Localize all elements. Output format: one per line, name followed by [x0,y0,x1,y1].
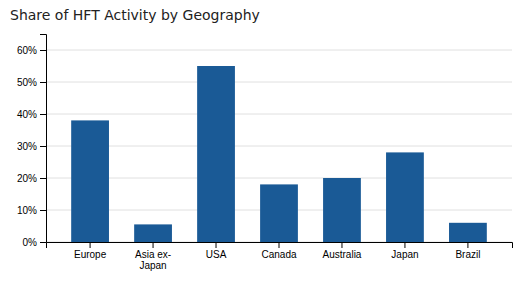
x-tick-label-line: Europe [74,249,107,260]
y-tick-label: 10% [17,205,37,216]
y-tick: 50% [17,77,46,88]
bar [134,224,172,242]
y-tick: 20% [17,173,46,184]
y-tick: 10% [17,205,46,216]
x-tick-label-line: Australia [323,249,362,260]
x-tick-label: Brazil [455,249,480,260]
x-tick: Japan [391,242,418,260]
y-tick-mark [40,82,46,83]
x-tick: Europe [74,242,107,260]
title: Share of HFT Activity by Geography [10,7,260,23]
x-tick-label: Europe [74,249,107,260]
y-tick-mark [40,50,46,51]
bar [260,184,298,242]
y-tick-mark [40,146,46,147]
x-tick-label-line: Japan [391,249,418,260]
bar [197,66,235,242]
grid-line [46,146,512,147]
x-tick: Asia ex-Japan [135,242,171,271]
bar [71,120,109,242]
y-tick: 40% [17,109,46,120]
y-tick-label: 60% [17,45,37,56]
y-tick-label: 30% [17,141,37,152]
y-tick-mark [40,178,46,179]
y-tick-label: 20% [17,173,37,184]
x-tick-mark [279,242,280,248]
y-tick-label: 40% [17,109,37,120]
y-tick: 0% [23,237,46,248]
x-tick-mark [90,242,91,248]
y-axis: 0% 10% 20% 30% 40% 50% 60% [17,35,47,248]
bar [449,223,487,242]
bars [71,66,487,242]
y-tick-label: 50% [17,77,37,88]
bar [323,178,361,242]
x-tick: Brazil [455,242,480,260]
y-tick-mark [40,242,46,243]
x-tick-label: Canada [261,249,296,260]
y-axis-line [40,35,47,243]
bar [386,152,424,242]
y-tick-label: 0% [23,237,38,248]
x-tick-mark [216,242,217,248]
y-tick-mark [40,114,46,115]
x-tick-label-line: Brazil [455,249,480,260]
y-tick: 60% [17,45,46,56]
x-tick: Canada [261,242,296,260]
chart: Share of HFT Activity by Geography 0% 10% 2… [0,0,526,286]
x-tick: Australia [323,242,362,260]
grid [46,50,512,242]
x-tick-label-line: Canada [261,249,296,260]
x-tick-label-line: Japan [139,260,166,271]
grid-line [46,82,512,83]
x-tick-mark [404,242,405,248]
x-axis: EuropeAsia ex-JapanUSACanadaAustraliaJap… [47,242,513,271]
x-tick-label: Asia ex-Japan [135,249,171,271]
x-tick-label-line: USA [206,249,227,260]
grid-line [46,178,512,179]
x-tick-label: Australia [323,249,362,260]
y-tick-mark [40,210,46,211]
x-tick-mark [153,242,154,248]
x-tick-mark [341,242,342,248]
y-tick: 30% [17,141,46,152]
x-axis-line [47,243,513,249]
x-tick: USA [206,242,227,260]
x-tick-label: Japan [391,249,418,260]
grid-line [46,114,512,115]
x-tick-label: USA [206,249,227,260]
grid-line [46,50,512,51]
x-tick-label-line: Asia ex- [135,249,171,260]
plot: 0%10%20%30%40%50%60%EuropeAsia ex-JapanU… [17,35,513,272]
x-tick-mark [467,242,468,248]
